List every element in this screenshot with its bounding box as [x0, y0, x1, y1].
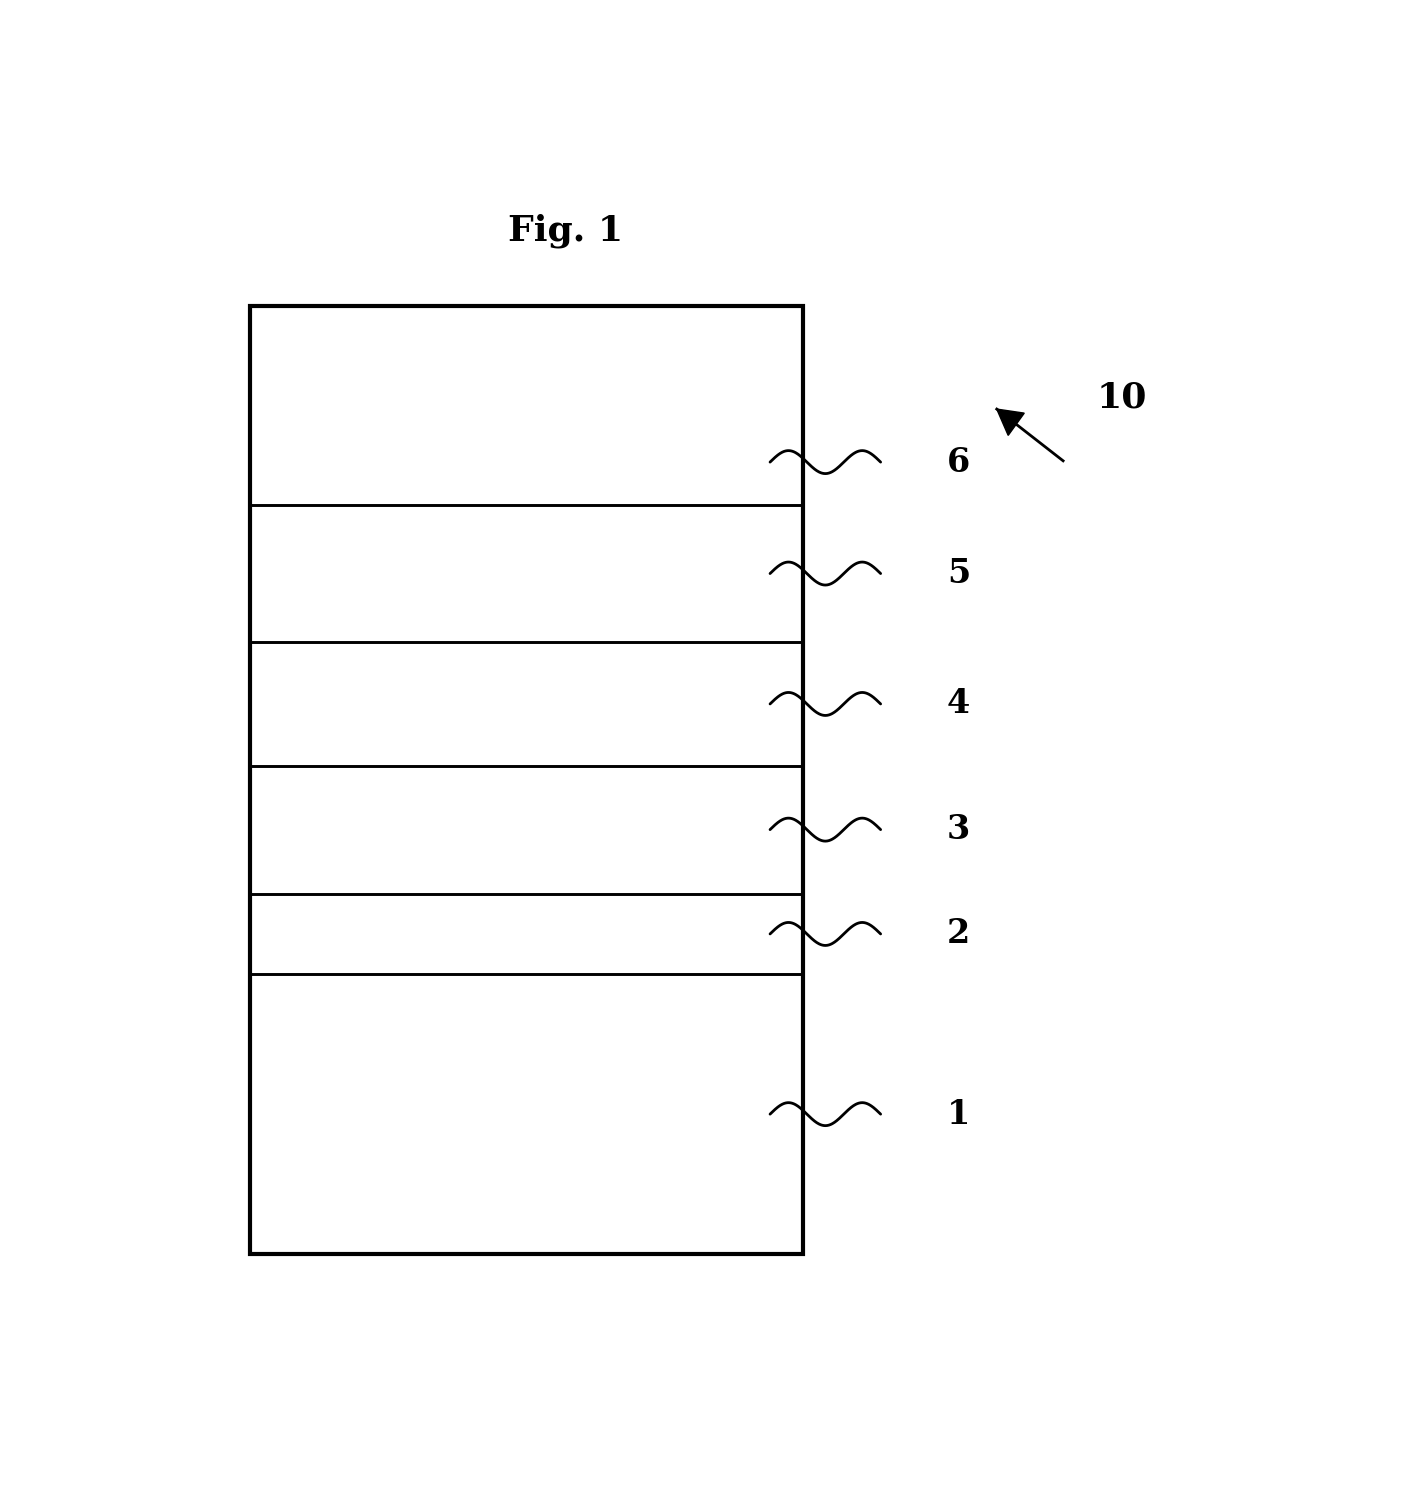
Text: 10: 10	[1096, 381, 1147, 415]
Text: 2: 2	[948, 918, 970, 951]
Polygon shape	[996, 409, 1025, 436]
Text: 6: 6	[948, 445, 970, 479]
Text: 4: 4	[948, 687, 970, 721]
Text: 1: 1	[948, 1097, 970, 1130]
Bar	[250, 306, 803, 1254]
Text: Fig. 1: Fig. 1	[508, 213, 624, 248]
Text: 3: 3	[948, 814, 970, 847]
Text: 5: 5	[948, 557, 970, 590]
